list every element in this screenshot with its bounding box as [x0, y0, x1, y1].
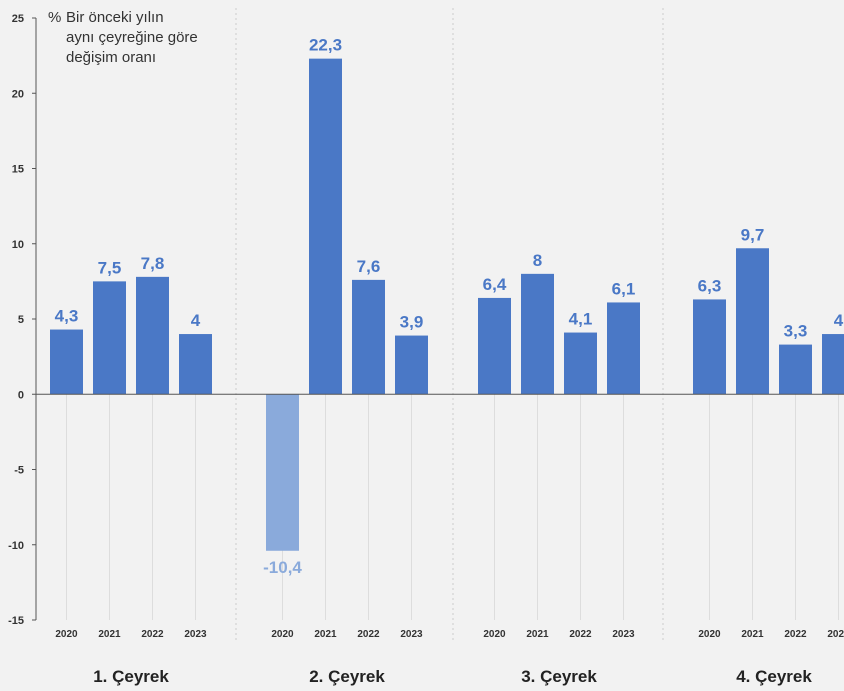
x-year-label: 2022 — [569, 629, 592, 640]
bar — [521, 273, 554, 395]
group-label: 2. Çeyrek — [309, 667, 385, 686]
value-label: 22,3 — [309, 36, 342, 55]
x-year-label: 2023 — [184, 629, 207, 640]
x-year-label: 2023 — [612, 629, 635, 640]
bar — [693, 299, 726, 395]
value-label: 7,6 — [357, 257, 381, 276]
annotation-line-2: aynı çeyreğine göre — [66, 29, 198, 46]
x-year-label: 2021 — [741, 629, 764, 640]
value-label: 6,1 — [612, 279, 636, 298]
chart-annotation: % Bir önceki yılın aynı çeyreğine göre d… — [48, 8, 248, 68]
bar — [779, 344, 812, 395]
y-tick-label: -10 — [8, 540, 24, 552]
y-tick-label: 0 — [18, 389, 24, 401]
group-label: 3. Çeyrek — [521, 667, 597, 686]
bar — [607, 302, 640, 395]
annotation-line-3: değişim oranı — [66, 49, 157, 66]
bars — [50, 58, 844, 551]
x-year-label: 2022 — [784, 629, 807, 640]
x-year-label: 2021 — [98, 629, 121, 640]
y-tick-label: 10 — [12, 239, 24, 251]
y-tick-label: 20 — [12, 88, 24, 100]
bar — [93, 281, 126, 395]
x-year-label: 2020 — [483, 629, 506, 640]
annotation-percent-symbol: % — [48, 9, 62, 26]
value-label: 4,3 — [55, 307, 79, 326]
group-label: 4. Çeyrek — [736, 667, 812, 686]
bar — [352, 279, 385, 395]
bar — [50, 329, 83, 395]
y-tick-label: -5 — [14, 465, 24, 477]
y-tick-label: -15 — [8, 615, 24, 627]
group-separators — [235, 8, 664, 640]
value-label: 3,9 — [400, 313, 424, 332]
x-year-label: 2022 — [357, 629, 380, 640]
annotation-line-1: Bir önceki yılın — [66, 9, 164, 26]
x-year-label: 2023 — [400, 629, 423, 640]
x-year-label: 2020 — [271, 629, 294, 640]
x-year-label: 2023 — [827, 629, 844, 640]
bar — [395, 335, 428, 395]
bar — [736, 248, 769, 395]
bar — [822, 334, 844, 395]
bar — [136, 276, 169, 395]
y-tick-label: 5 — [18, 314, 24, 326]
value-label: -10,4 — [263, 558, 302, 577]
bar — [309, 58, 342, 395]
bar — [179, 334, 212, 395]
x-axis-year-labels: 2020 2021 2022 2023 2020 2021 2022 2023 2020 2021… — [55, 629, 844, 640]
bar — [564, 332, 597, 395]
value-label: 6,3 — [698, 276, 722, 295]
value-label: 3,3 — [784, 322, 808, 341]
y-tick-label: 25 — [12, 13, 24, 25]
bar — [266, 394, 299, 551]
value-label: 4,1 — [569, 310, 593, 329]
x-year-label: 2021 — [314, 629, 337, 640]
group-labels: 1. Çeyrek 2. Çeyrek 3. Çeyrek 4. Çeyrek — [93, 667, 812, 686]
x-year-label: 2020 — [55, 629, 78, 640]
value-label: 7,8 — [141, 254, 165, 273]
y-axis: 25 20 15 10 5 0 -5 -10 -15 — [8, 13, 37, 627]
group-label: 1. Çeyrek — [93, 667, 169, 686]
x-year-label: 2022 — [141, 629, 164, 640]
value-label: 8 — [533, 251, 542, 270]
x-year-label: 2021 — [526, 629, 549, 640]
bar — [478, 297, 511, 395]
value-label: 7,5 — [98, 258, 122, 277]
value-label: 6,4 — [483, 275, 507, 294]
value-label: 4 — [191, 311, 201, 330]
value-labels: 4,3 7,5 7,8 4 -10,4 22,3 7,6 3,9 6,4 8 4,1 6,1 6,3 9,… — [55, 36, 844, 577]
value-label: 9,7 — [741, 225, 765, 244]
y-tick-label: 15 — [12, 164, 24, 176]
value-label: 4 — [834, 311, 844, 330]
x-year-label: 2020 — [698, 629, 721, 640]
